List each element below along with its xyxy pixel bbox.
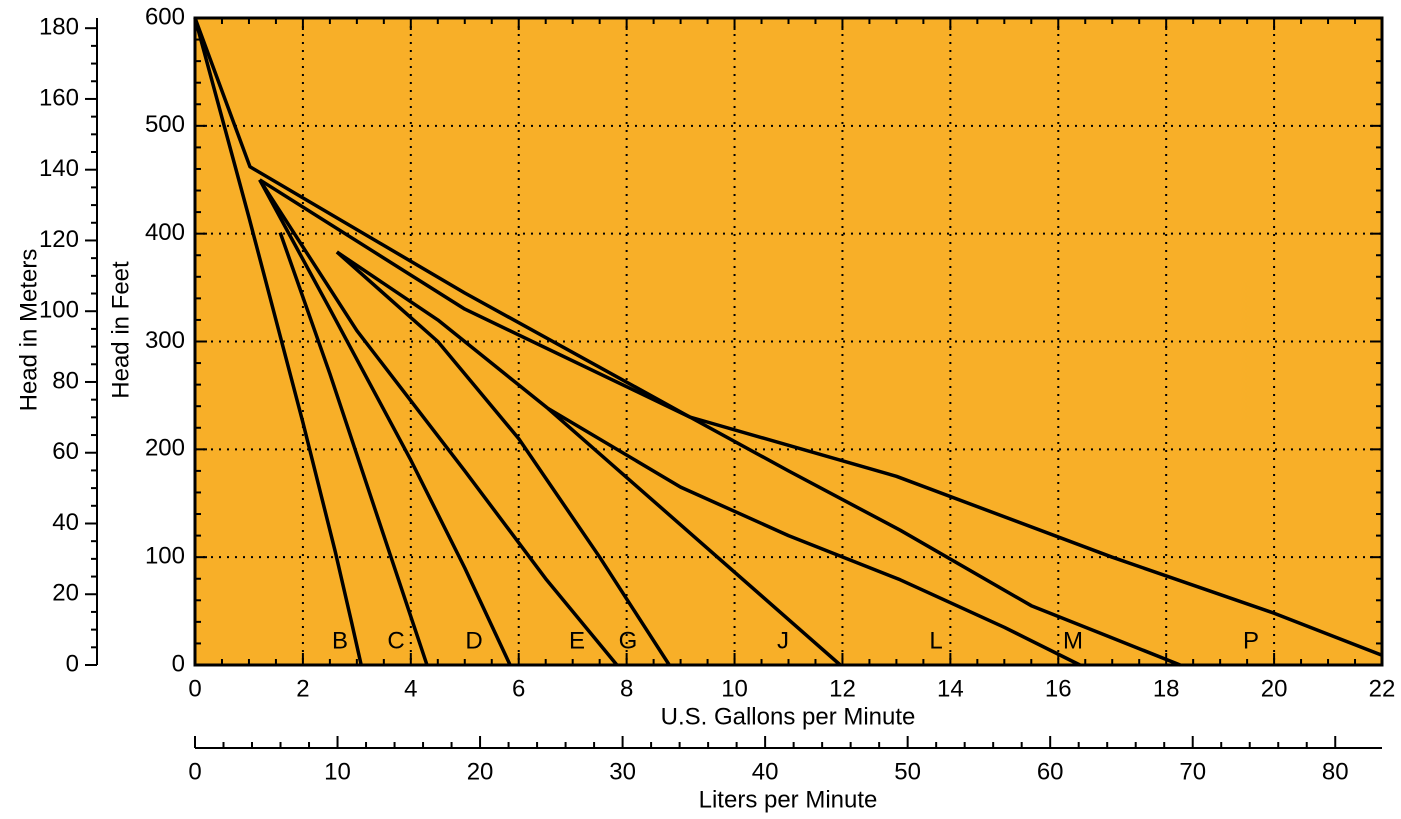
x-tick-label: 18 [1153,675,1180,702]
curve-label: C [387,627,404,654]
y2-tick-label: 20 [52,580,79,607]
x-tick-label: 14 [937,675,964,702]
x-tick-label: 6 [512,675,525,702]
plot-frame [193,16,1384,667]
curve-label: B [332,627,348,654]
x2-tick-label: 80 [1322,758,1349,785]
x-tick-label: 20 [1261,675,1288,702]
y-tick-label: 200 [145,435,185,462]
y2-tick-label: 0 [66,650,79,677]
y2-tick-label: 140 [39,155,79,182]
y-tick-label: 0 [172,650,185,677]
y2-tick-label: 180 [39,14,79,41]
x2-tick-label: 10 [324,758,351,785]
y-axis-title: Head in Feet [107,261,134,399]
y2-tick-label: 100 [39,297,79,324]
x2-tick-label: 60 [1037,758,1064,785]
y2-tick-label: 80 [52,367,79,394]
pump-curve [278,232,429,666]
x2-tick-label: 30 [609,758,636,785]
y-tick-label: 400 [145,219,185,246]
x2-tick-label: 40 [752,758,779,785]
pump-curve [547,406,1081,667]
x2-tick-label: 50 [894,758,921,785]
y2-tick-label: 160 [39,84,79,111]
y-tick-label: 600 [145,3,185,30]
x-tick-label: 0 [188,675,201,702]
pump-curve [258,178,1181,667]
x-tick-label: 22 [1369,675,1396,702]
y2-tick-label: 120 [39,226,79,253]
x-tick-label: 10 [721,675,748,702]
pump-curve [193,17,363,666]
pump-curve [258,178,512,666]
x2-tick-label: 20 [467,758,494,785]
x-axis-title: U.S. Gallons per Minute [661,703,916,730]
y2-tick-label: 60 [52,438,79,465]
curve-label: L [929,627,942,654]
y-tick-label: 500 [145,111,185,138]
curve-label: J [777,627,789,654]
x-tick-label: 2 [296,675,309,702]
pump-curve [335,250,671,666]
y-tick-label: 100 [145,543,185,570]
curve-label: G [619,627,638,654]
y2-axis-title: Head in Meters [15,249,42,412]
x-tick-label: 8 [620,675,633,702]
curve-label: E [569,627,585,654]
pump-curve [193,17,1383,657]
curve-label: D [465,627,482,654]
x-tick-label: 12 [829,675,856,702]
x2-tick-label: 0 [188,758,201,785]
x2-tick-label: 70 [1179,758,1206,785]
curve-label: M [1063,627,1083,654]
curve-label: P [1243,627,1259,654]
y2-tick-label: 40 [52,509,79,536]
x2-axis-title: Liters per Minute [699,786,878,813]
y-tick-label: 300 [145,327,185,354]
pump-curve [258,178,619,667]
x-tick-label: 4 [404,675,417,702]
x-tick-label: 16 [1045,675,1072,702]
